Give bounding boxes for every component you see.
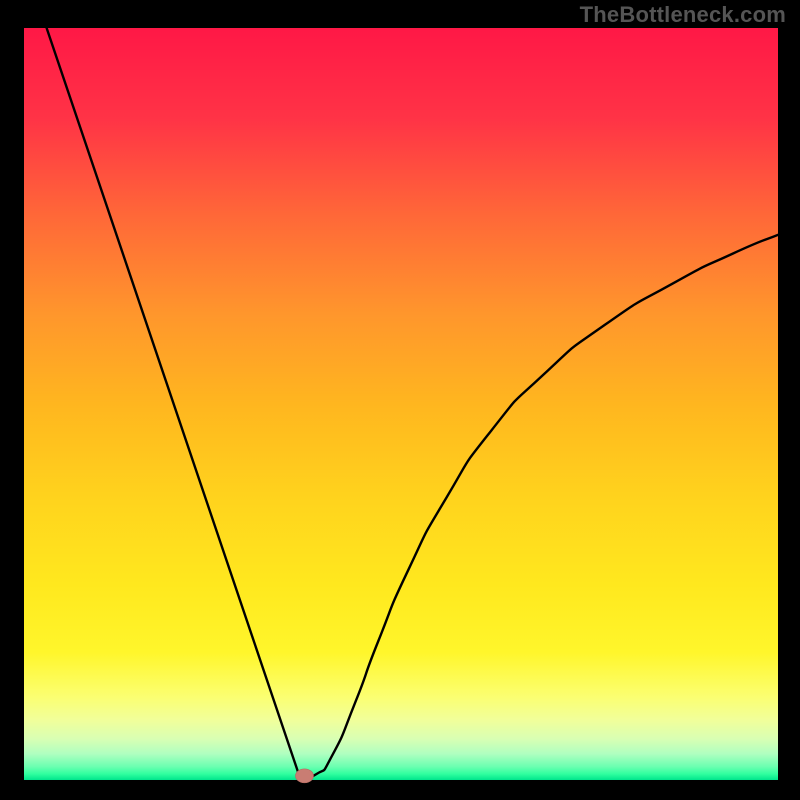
chart-frame: TheBottleneck.com xyxy=(0,0,800,800)
bottleneck-chart xyxy=(0,0,800,800)
plot-background xyxy=(24,28,778,780)
minimum-marker xyxy=(295,769,313,783)
watermark-label: TheBottleneck.com xyxy=(580,2,786,28)
